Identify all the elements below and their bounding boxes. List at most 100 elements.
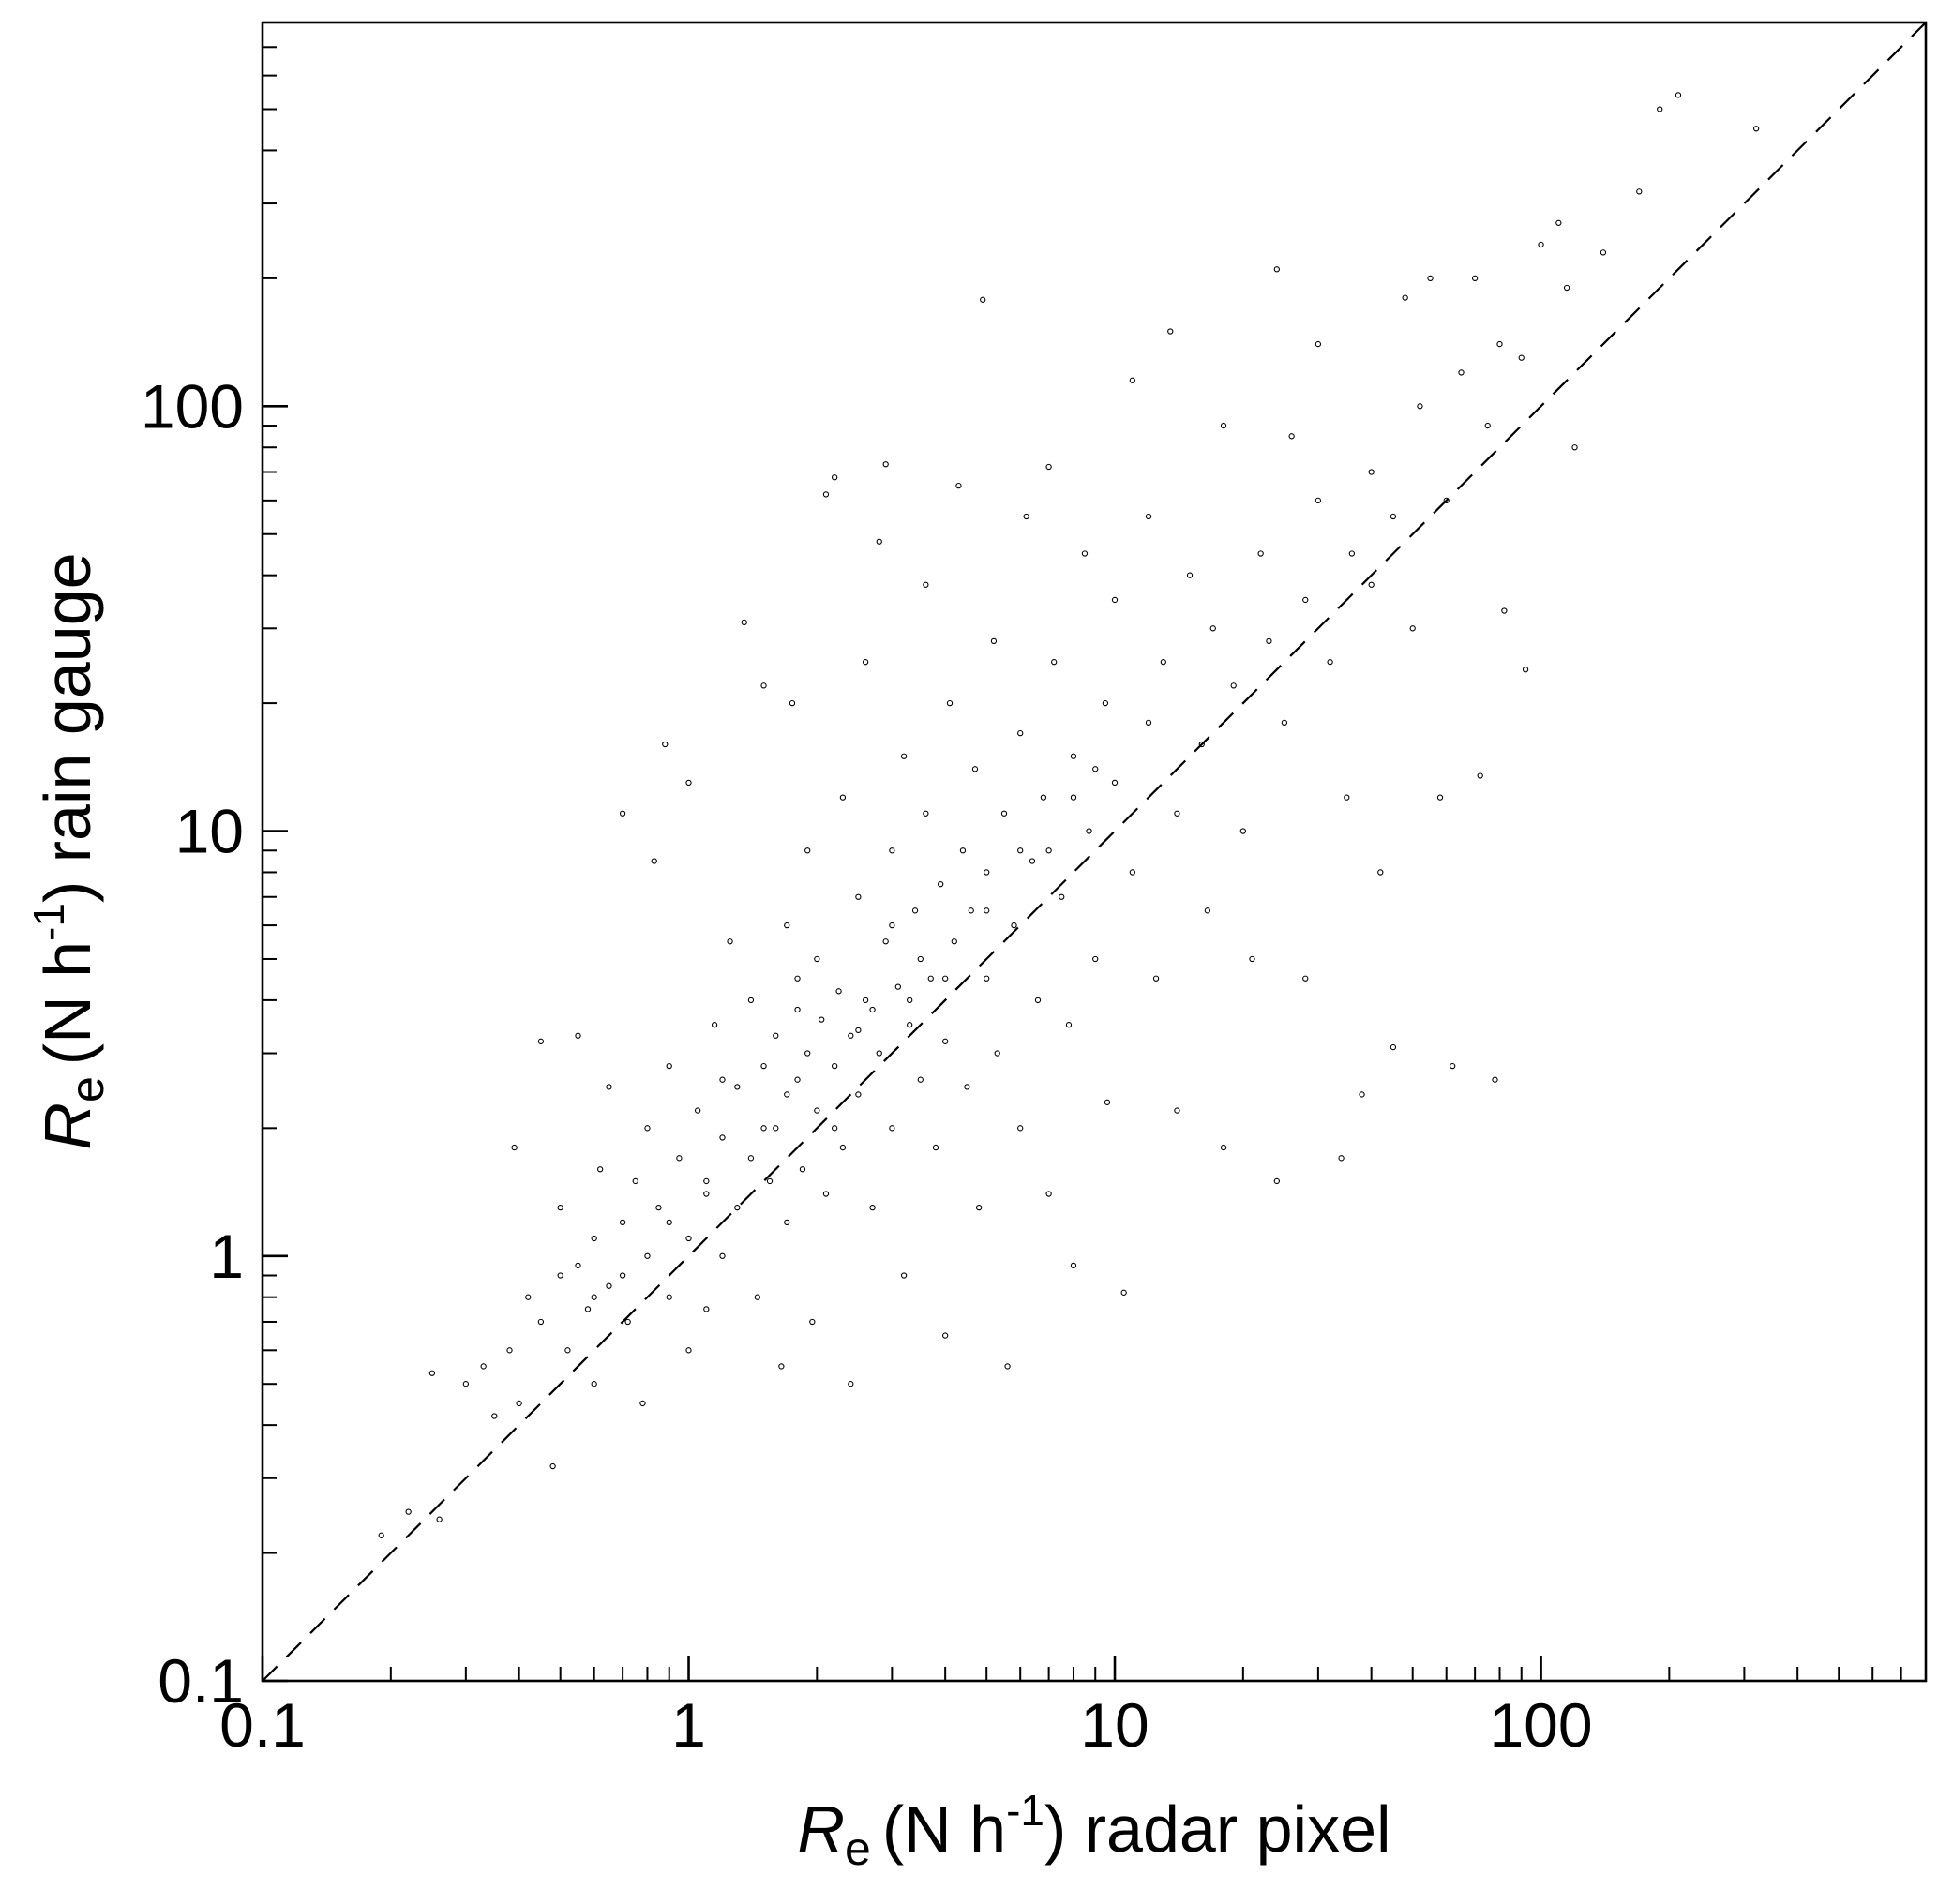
data-point (831, 474, 838, 481)
data-point (747, 1155, 755, 1162)
data-point (794, 1006, 801, 1013)
data-point (734, 1084, 741, 1090)
data-point (1045, 847, 1052, 854)
data-point (491, 1413, 498, 1419)
x-axis-label: Re (N h-1) radar pixel (797, 1786, 1390, 1875)
data-point (1102, 699, 1109, 707)
x-tick-label: 1 (671, 1690, 706, 1760)
data-point (525, 1294, 532, 1300)
data-point (575, 1032, 581, 1039)
data-point (1017, 1125, 1024, 1132)
data-point (882, 938, 889, 945)
data-point (1492, 1076, 1498, 1083)
data-point (869, 1006, 876, 1013)
data-point (784, 922, 790, 929)
data-point (1059, 893, 1065, 900)
data-point (1538, 241, 1544, 248)
data-point (428, 1370, 436, 1376)
data-point (1402, 294, 1408, 301)
data-point (848, 1032, 854, 1039)
data-point (575, 1262, 581, 1269)
data-point (794, 1076, 801, 1083)
data-point (537, 1038, 545, 1044)
data-point (1636, 188, 1643, 195)
data-point (1120, 1289, 1127, 1296)
data-point (955, 482, 962, 489)
data-point (809, 1318, 816, 1326)
data-point (597, 1166, 604, 1173)
data-point (839, 1144, 847, 1151)
data-point (1390, 513, 1397, 520)
data-point (942, 1038, 949, 1044)
data-point (882, 461, 889, 468)
data-point (703, 1306, 710, 1312)
data-point (789, 699, 796, 707)
data-point (666, 1062, 672, 1070)
data-point (831, 1062, 838, 1070)
data-point (839, 794, 847, 801)
data-point (968, 907, 974, 914)
data-point (835, 988, 842, 995)
data-point (794, 975, 801, 982)
data-point (685, 779, 692, 787)
data-point (1023, 513, 1029, 520)
data-point (773, 1125, 779, 1132)
data-point (727, 938, 733, 945)
data-point (831, 1125, 838, 1132)
data-point (644, 1252, 651, 1259)
data-point (1167, 328, 1174, 335)
data-point (1104, 1099, 1111, 1105)
data-point (1070, 794, 1077, 801)
data-point (1571, 444, 1578, 451)
data-point (917, 1076, 924, 1083)
data-point (405, 1508, 412, 1515)
data-point (932, 1144, 939, 1151)
y-tick-label: 10 (175, 797, 244, 866)
data-point (741, 619, 747, 625)
data-point (1377, 869, 1384, 876)
data-point (1204, 907, 1211, 914)
data-point (951, 938, 957, 945)
data-point (876, 1050, 882, 1057)
data-point (814, 955, 820, 963)
data-point (1302, 596, 1309, 604)
x-label-text: (N h (882, 1792, 1006, 1866)
identity-line (262, 22, 1927, 1682)
data-point (655, 1204, 662, 1211)
data-point (1288, 433, 1295, 440)
data-point (1555, 219, 1562, 226)
data-point (1257, 550, 1264, 557)
data-point (1111, 596, 1119, 604)
data-point (606, 1282, 612, 1289)
data-point (676, 1155, 683, 1162)
plot-frame (261, 21, 1928, 1683)
data-point (1040, 794, 1047, 801)
data-point (1273, 1177, 1280, 1185)
data-point (848, 1381, 854, 1387)
data-point (666, 1294, 672, 1300)
data-point (1348, 550, 1356, 557)
data-point (584, 1306, 592, 1312)
data-point (1011, 922, 1017, 929)
data-point (822, 1191, 830, 1197)
data-point (754, 1294, 761, 1300)
data-point (619, 1272, 626, 1279)
data-point (624, 1318, 631, 1326)
data-point (1145, 513, 1152, 520)
data-point (911, 907, 919, 914)
data-point (1390, 1043, 1397, 1051)
data-point (1266, 637, 1272, 645)
data-point (917, 955, 924, 963)
data-point (980, 296, 986, 303)
data-point (462, 1381, 470, 1387)
data-point (784, 1219, 790, 1226)
data-point (804, 847, 811, 854)
y-tick-label: 0.1 (158, 1646, 244, 1716)
data-point (760, 682, 767, 689)
data-point (984, 975, 990, 982)
data-point (557, 1272, 563, 1279)
data-point (990, 637, 998, 645)
data-point (511, 1144, 518, 1151)
data-point (1198, 741, 1205, 748)
